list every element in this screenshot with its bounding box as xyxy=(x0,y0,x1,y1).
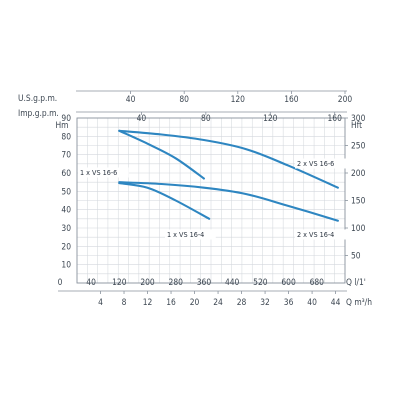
curve-label-bg xyxy=(165,229,216,240)
curve-2-x-vs-16-6 xyxy=(118,129,339,189)
hft-tick-label: 200 xyxy=(351,168,366,178)
left-hm-scale: Hm 10 20 30 40 50 60 70 80 90 xyxy=(55,113,71,270)
lmin-tick-label: 680 xyxy=(310,277,325,287)
lmin-tick-label: 40 xyxy=(86,277,96,287)
lmin-axis-label: Q l/1' xyxy=(346,277,366,287)
hm-tick-label: 80 xyxy=(61,131,71,141)
hm-axis-label: Hm xyxy=(55,120,68,130)
lmin-tick-label: 0 xyxy=(58,277,63,287)
m3h-tick-label: 4 xyxy=(98,297,103,307)
top-us-gpm-scale: U.S.g.p.m. 40 80 120 160 200 xyxy=(18,91,352,104)
hm-tick-label: 60 xyxy=(61,168,71,178)
curve-label: 2 x VS 16-6 xyxy=(297,159,334,168)
lmin-tick-label: 520 xyxy=(253,277,268,287)
hm-tick-label: 20 xyxy=(61,241,71,251)
curve-1-x-vs-16-4 xyxy=(118,182,211,220)
curve-label: 2 x VS 16-4 xyxy=(297,230,334,239)
hm-tick-label: 40 xyxy=(61,205,71,215)
m3h-tick-label: 44 xyxy=(331,297,341,307)
hft-tick-label: 50 xyxy=(351,251,361,261)
hft-tick-label: 300 xyxy=(351,113,366,123)
m3h-tick-label: 12 xyxy=(143,297,153,307)
curve-label: 1 x VS 16-6 xyxy=(80,168,117,177)
imp-gpm-tick-label: 40 xyxy=(137,113,147,123)
curve-label-bg xyxy=(295,158,346,169)
curve-label-bg xyxy=(78,167,129,178)
m3h-tick-label: 32 xyxy=(260,297,270,307)
lmin-tick-label: 440 xyxy=(225,277,240,287)
imp-gpm-tick-label: 80 xyxy=(201,113,211,123)
lmin-tick-label: 200 xyxy=(140,277,155,287)
hm-tick-label: 70 xyxy=(61,150,71,160)
lmin-tick-label: 120 xyxy=(112,277,127,287)
curve-labels: 1 x VS 16-6 2 x VS 16-6 1 x VS 16-4 2 x VS … xyxy=(78,158,346,240)
lmin-tick-label: 600 xyxy=(281,277,296,287)
us-gpm-tick-label: 160 xyxy=(284,94,299,104)
curves xyxy=(118,129,339,222)
us-gpm-tick-label: 200 xyxy=(338,94,353,104)
us-gpm-tick-label: 80 xyxy=(179,94,189,104)
hm-tick-label: 50 xyxy=(61,186,71,196)
m3h-tick-label: 24 xyxy=(213,297,223,307)
m3h-tick-label: 28 xyxy=(237,297,247,307)
grid xyxy=(76,117,346,284)
hft-tick-label: 250 xyxy=(351,141,366,151)
curve-1-x-vs-16-6 xyxy=(118,129,205,180)
imp-gpm-label: Imp.g.p.m. xyxy=(18,108,59,118)
curve-label: 1 x VS 16-4 xyxy=(167,230,204,239)
imp-gpm-tick-label: 120 xyxy=(263,113,278,123)
hm-tick-label: 10 xyxy=(61,260,71,270)
hft-axis-label: Hft xyxy=(351,120,362,130)
lmin-tick-label: 280 xyxy=(169,277,184,287)
m3h-tick-label: 8 xyxy=(122,297,127,307)
m3h-tick-label: 16 xyxy=(166,297,176,307)
m3h-tick-label: 20 xyxy=(190,297,200,307)
lmin-tick-label: 360 xyxy=(197,277,212,287)
us-gpm-label: U.S.g.p.m. xyxy=(18,93,57,103)
curve-label-bg xyxy=(295,229,346,240)
hm-tick-label: 30 xyxy=(61,223,71,233)
us-gpm-tick-label: 120 xyxy=(231,94,246,104)
us-gpm-tick-label: 40 xyxy=(126,94,136,104)
m3h-tick-label: 40 xyxy=(307,297,317,307)
curve-2-x-vs-16-4 xyxy=(118,181,339,222)
bottom-m3h-scale: 4 8 12 16 20 24 28 32 36 40 44 Q m³/h xyxy=(98,291,372,307)
m3h-tick-label: 36 xyxy=(284,297,294,307)
right-hft-scale: Hft 50 100 150 200 250 300 xyxy=(345,113,366,261)
hft-tick-label: 150 xyxy=(351,196,366,206)
hm-tick-label: 90 xyxy=(61,113,71,123)
bottom-lmin-scale: 0 40 120 200 280 360 440 520 600 680 Q l/1' xyxy=(58,277,366,287)
hft-tick-label: 100 xyxy=(351,223,366,233)
imp-gpm-tick-label: 160 xyxy=(327,113,342,123)
top-imp-gpm-scale: Imp.g.p.m. 40 80 120 160 xyxy=(18,108,342,123)
m3h-axis-label: Q m³/h xyxy=(346,297,372,307)
